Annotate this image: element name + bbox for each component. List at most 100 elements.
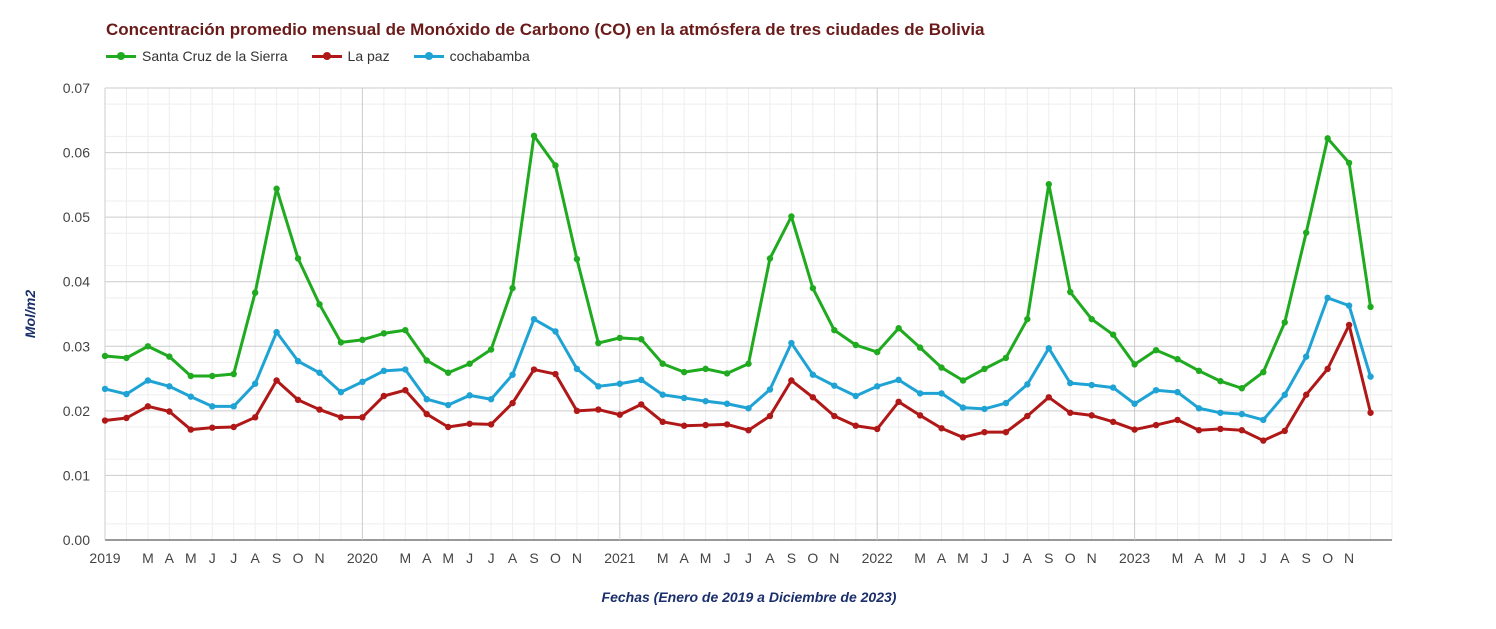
- y-tick-label: 0.03: [63, 338, 90, 354]
- series-1-point: [595, 406, 602, 413]
- series-2-point: [659, 391, 666, 398]
- series-1-point: [1002, 428, 1010, 436]
- series-2-point: [1238, 410, 1246, 418]
- series-0-point: [874, 348, 881, 356]
- series-0-point: [1067, 288, 1074, 296]
- series-2-point: [573, 365, 581, 373]
- x-tick-label: O: [550, 550, 561, 566]
- x-tick-label: S: [787, 550, 796, 566]
- series-1-point: [187, 426, 194, 433]
- series-0-point: [1045, 181, 1053, 188]
- series-1-point: [1024, 412, 1031, 420]
- x-tick-label: J: [724, 550, 731, 566]
- series-0-point: [916, 344, 924, 351]
- series-0-point: [230, 370, 237, 378]
- series-0-point: [745, 360, 752, 367]
- x-tick-label: M: [1172, 550, 1184, 566]
- x-tick-label: J: [1260, 550, 1267, 566]
- series-0-point: [1281, 319, 1288, 326]
- series-0-point: [144, 343, 152, 350]
- series-1-point: [1109, 418, 1117, 426]
- series-0-point: [1088, 315, 1095, 323]
- series-1-point: [638, 401, 645, 408]
- legend-swatch-santa-cruz: [106, 50, 136, 62]
- series-2-point: [702, 397, 709, 405]
- x-tick-label: 2021: [604, 550, 635, 566]
- series-2-point: [530, 315, 538, 323]
- series-1-point: [831, 412, 838, 420]
- series-2-point: [101, 385, 109, 393]
- series-2-point: [638, 376, 645, 384]
- series-2-point: [402, 366, 409, 373]
- series-1-point: [680, 422, 688, 429]
- series-2-point: [423, 396, 430, 403]
- series-2-point: [852, 392, 859, 400]
- series-1-point: [745, 427, 752, 434]
- series-0-point: [209, 372, 216, 380]
- series-1-point: [1195, 427, 1203, 434]
- x-tick-label: J: [209, 550, 216, 566]
- series-1-point: [1303, 391, 1310, 398]
- x-tick-label: M: [399, 550, 411, 566]
- series-2-point: [1045, 345, 1053, 352]
- series-0-point: [702, 365, 709, 373]
- legend-entry-la-paz[interactable]: La paz: [311, 48, 390, 64]
- series-0-point: [466, 360, 473, 367]
- series-2-point: [273, 328, 280, 336]
- series-2-point: [745, 405, 752, 412]
- series-1-point: [1152, 421, 1160, 429]
- x-tick-label: M: [914, 550, 926, 566]
- y-tick-label: 0.05: [63, 209, 90, 225]
- series-0-point: [959, 377, 967, 384]
- x-tick-label: A: [250, 550, 260, 566]
- series-1-point: [1345, 321, 1353, 329]
- series-2-point: [916, 390, 924, 397]
- series-0-point: [981, 365, 988, 373]
- x-tick-label: J: [230, 550, 237, 566]
- series-0-point: [1174, 356, 1181, 363]
- series-1-point: [788, 377, 795, 384]
- x-tick-label: A: [422, 550, 432, 566]
- series-2-point: [959, 404, 967, 411]
- series-2-point: [316, 369, 323, 376]
- legend-entry-cochabamba[interactable]: cochabamba: [413, 48, 530, 64]
- x-tick-label: M: [442, 550, 454, 566]
- series-1-point: [552, 370, 559, 378]
- legend-label-la-paz: La paz: [347, 48, 390, 64]
- series-0-point: [273, 185, 280, 192]
- x-tick-label: N: [572, 550, 582, 566]
- series-1-point: [1045, 394, 1053, 401]
- series-1-point: [1367, 409, 1374, 416]
- series-0-point: [1260, 368, 1267, 376]
- x-tick-label: A: [165, 550, 175, 566]
- x-tick-label: M: [700, 550, 712, 566]
- series-0-point: [487, 346, 495, 353]
- x-tick-label: J: [1002, 550, 1009, 566]
- series-2-point: [895, 376, 902, 384]
- series-0-point: [1109, 331, 1117, 338]
- series-1-point: [766, 412, 774, 420]
- series-2-point: [1024, 381, 1031, 388]
- series-0-point: [595, 339, 602, 347]
- series-0-point: [530, 132, 538, 139]
- x-tick-label: A: [765, 550, 775, 566]
- series-2-point: [1195, 405, 1203, 412]
- series-0-point: [852, 341, 859, 349]
- series-2-point: [380, 367, 388, 375]
- series-2-point: [1217, 409, 1224, 416]
- series-2-point: [1324, 294, 1331, 302]
- series-1-point: [1088, 412, 1095, 419]
- x-tick-label: A: [1023, 550, 1033, 566]
- y-tick-label: 0.01: [63, 467, 90, 483]
- x-tick-label: J: [981, 550, 988, 566]
- series-1-point: [981, 428, 988, 436]
- series-1-point: [1260, 437, 1267, 444]
- legend-entry-santa-cruz[interactable]: Santa Cruz de la Sierra: [106, 48, 288, 64]
- series-2-point: [1303, 353, 1310, 360]
- series-0-point: [1024, 315, 1031, 323]
- series-1-point: [509, 399, 516, 407]
- series-0-point: [659, 360, 666, 367]
- series-1-point: [466, 420, 473, 427]
- legend: Santa Cruz de la Sierra La paz cochabamb…: [106, 48, 530, 64]
- series-1-point: [702, 421, 709, 429]
